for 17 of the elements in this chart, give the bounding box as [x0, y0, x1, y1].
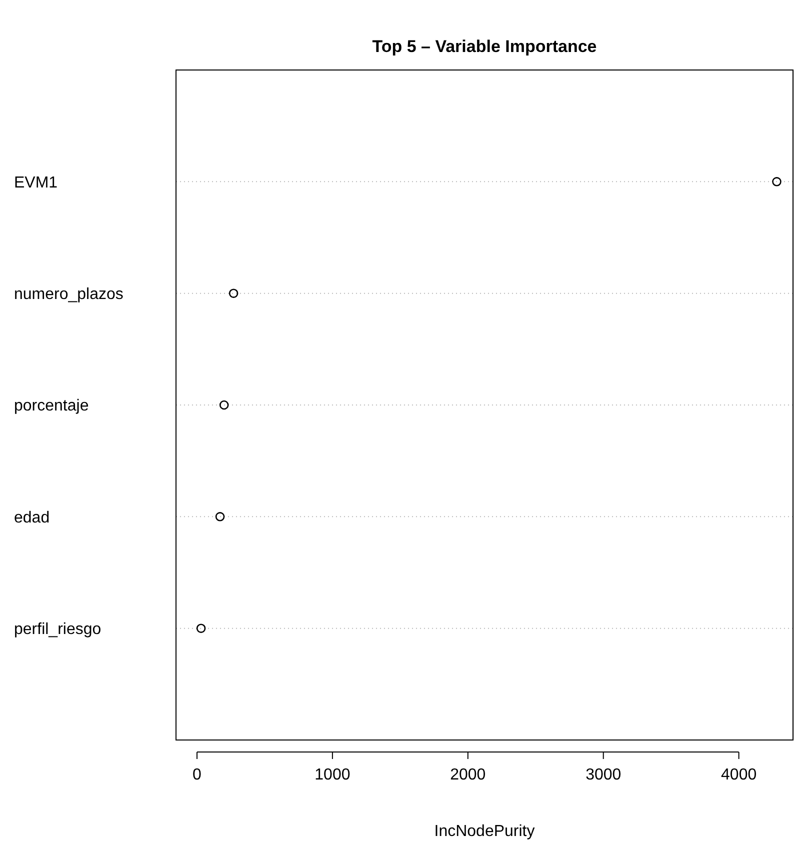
x-tick-label: 2000	[450, 766, 486, 784]
y-tick-label: EVM1	[14, 174, 58, 192]
point	[196, 624, 206, 633]
y-tick-label: perfil_riesgo	[14, 620, 102, 638]
point	[219, 400, 229, 410]
x-tick-label: 0	[192, 766, 202, 784]
x-tick-label: 4000	[721, 766, 757, 784]
x-tick-label: 3000	[586, 766, 622, 784]
y-tick-label: edad	[14, 509, 50, 526]
point	[772, 177, 782, 186]
point	[215, 512, 225, 522]
x-tick-label: 1000	[314, 766, 350, 784]
x-axis-title: IncNodePurity	[434, 823, 535, 840]
chart-title: Top 5 – Variable Importance	[372, 37, 597, 56]
point	[228, 288, 238, 298]
y-tick-label: numero_plazos	[14, 286, 124, 303]
y-tick-label: porcentaje	[14, 398, 89, 415]
